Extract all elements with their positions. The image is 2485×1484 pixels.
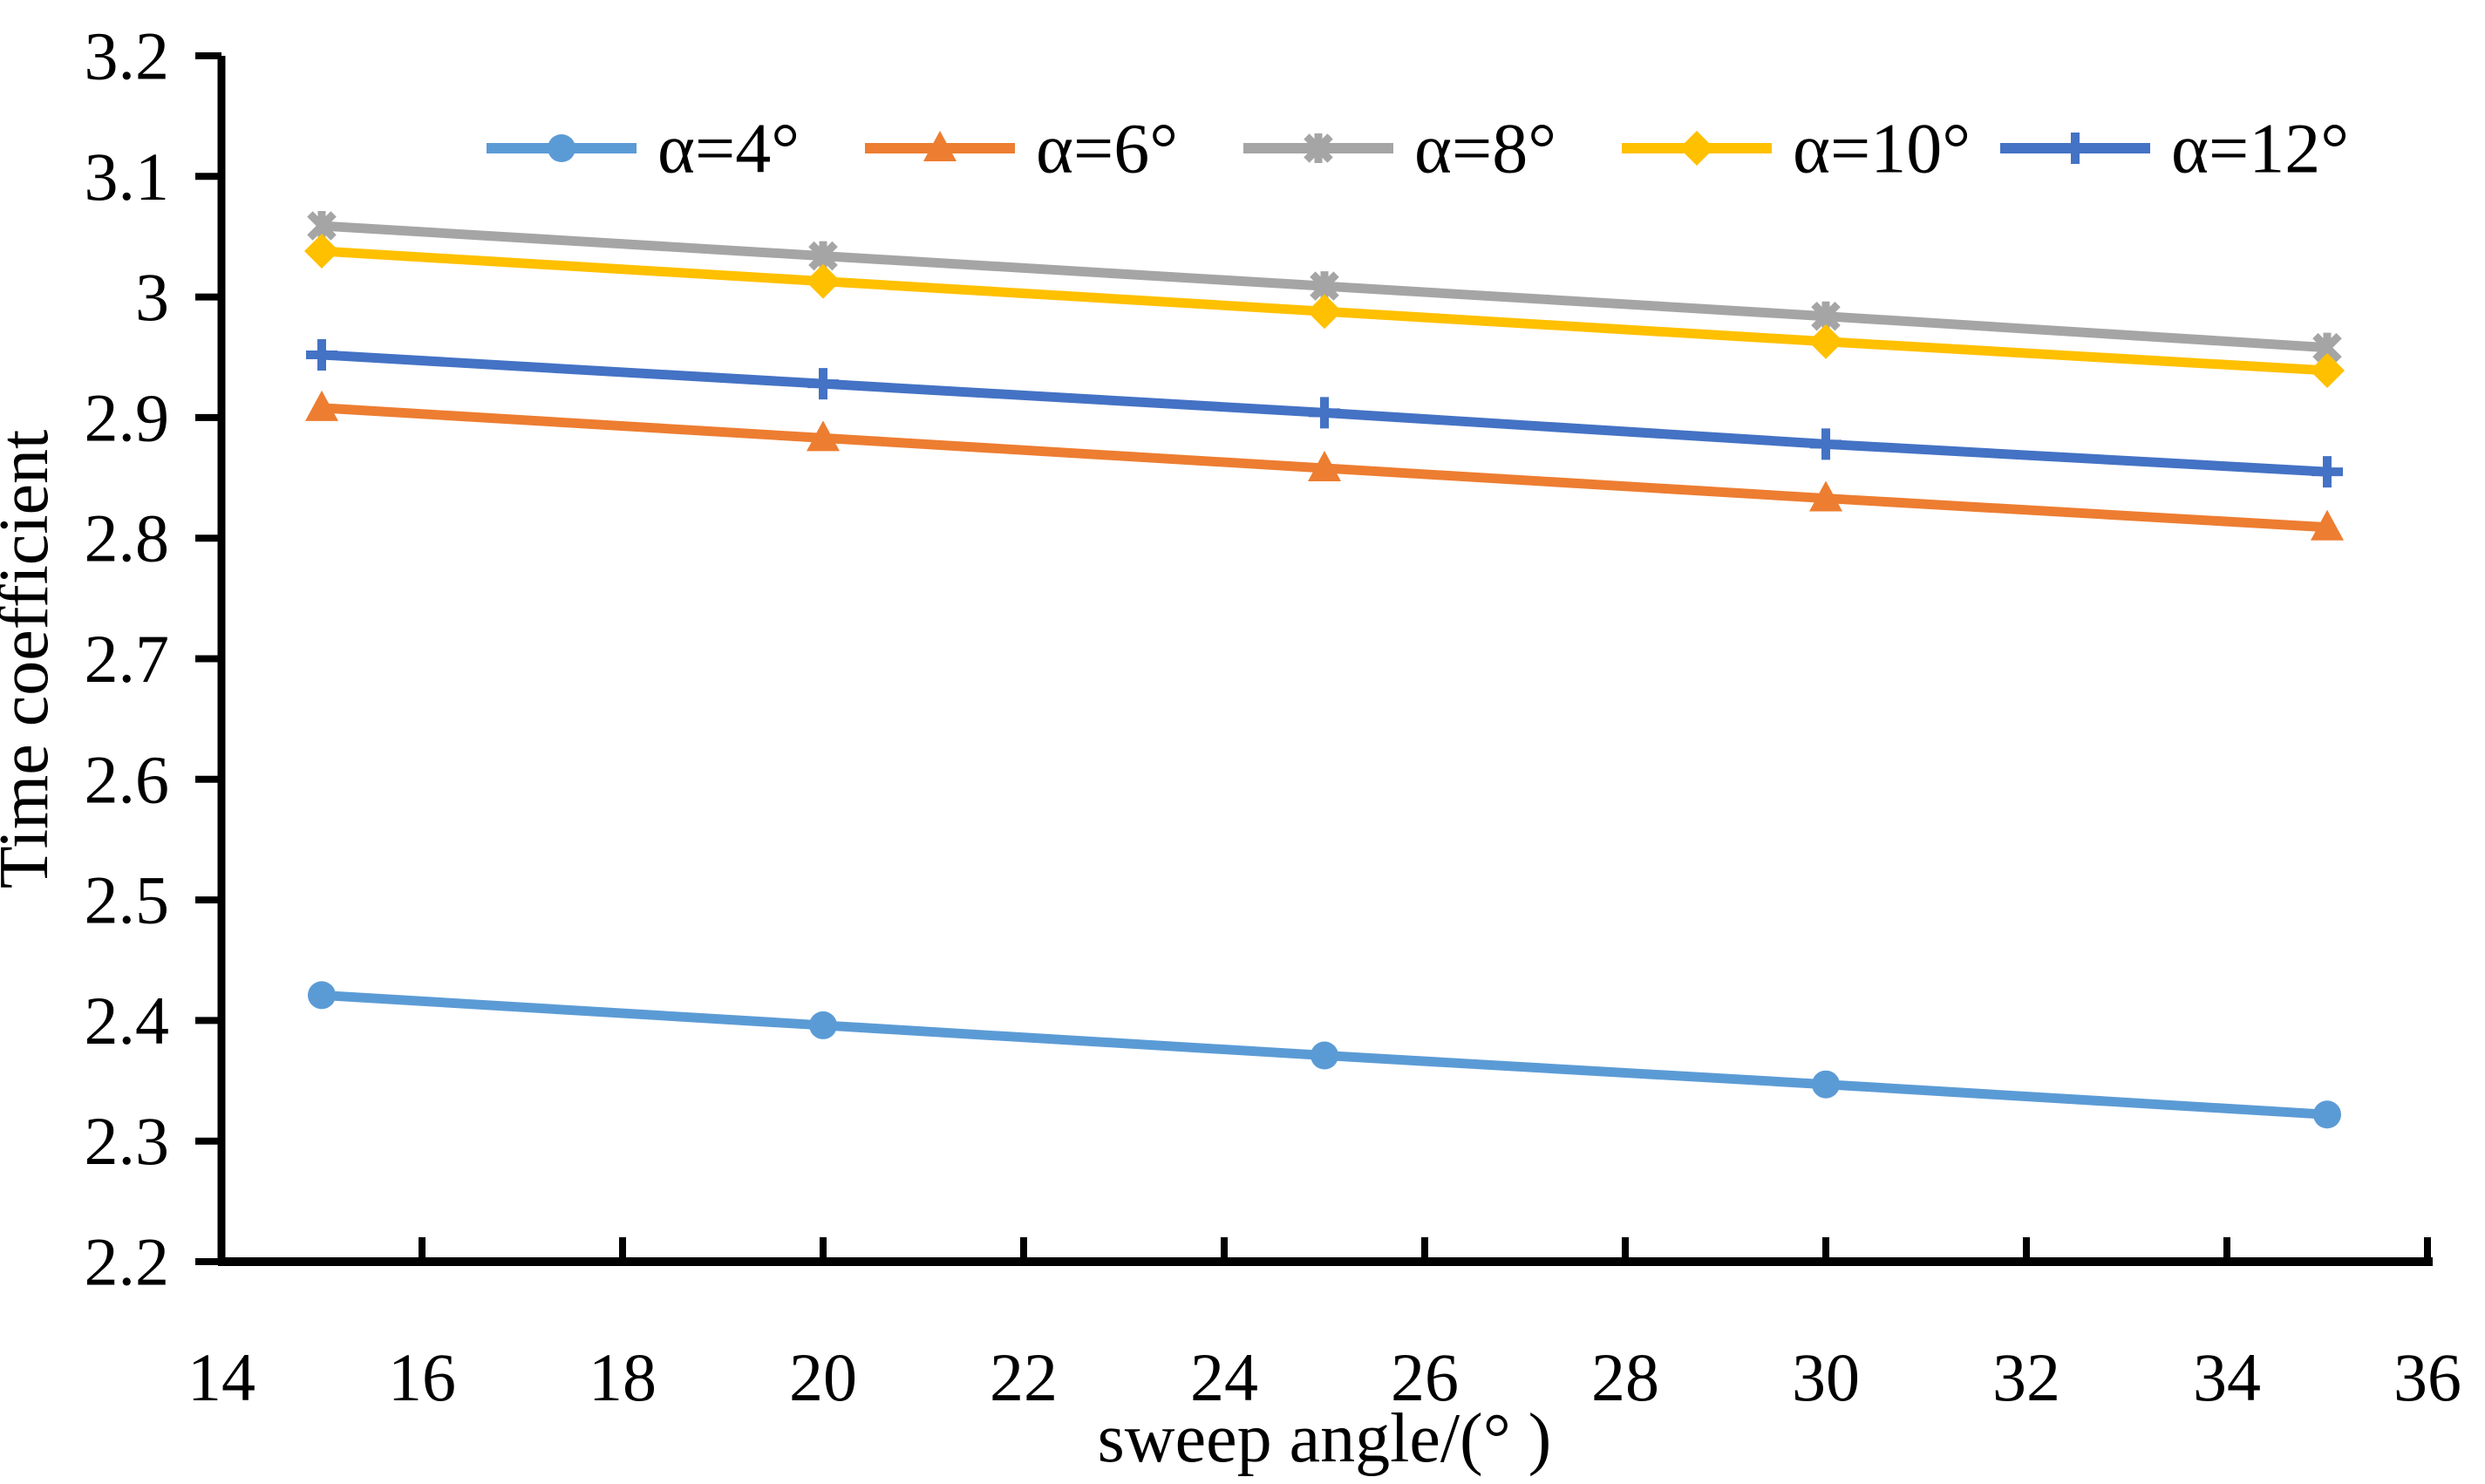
circle-marker	[548, 134, 575, 162]
series-lines	[304, 211, 2345, 1129]
y-tick-label: 2.8	[85, 500, 170, 576]
triangle-marker	[2311, 509, 2344, 541]
y-tick-label: 2.4	[85, 983, 170, 1059]
triangle-marker	[305, 390, 338, 421]
y-tick-label: 2.3	[85, 1103, 170, 1179]
legend-entry-α=10°: α=10°	[1622, 109, 1971, 188]
x-tick-label: 32	[1992, 1339, 2060, 1415]
x-tick-label: 16	[388, 1339, 456, 1415]
y-tick-label: 2.9	[85, 379, 170, 455]
x-axis-title: sweep angle/(° )	[1098, 1400, 1552, 1477]
y-tick-label: 2.2	[85, 1224, 170, 1300]
triangle-marker	[1308, 450, 1341, 481]
legend-entry-α=4°: α=4°	[487, 109, 800, 188]
series-α=12°	[306, 338, 2343, 488]
x-tick-label: 36	[2393, 1339, 2461, 1415]
y-tick-label: 2.7	[85, 621, 170, 697]
y-tick-label: 2.6	[85, 741, 170, 817]
circle-marker	[809, 1011, 837, 1039]
diamond-marker	[2310, 352, 2345, 388]
plus-marker	[1309, 397, 1340, 429]
circle-marker	[2313, 1100, 2341, 1129]
circle-marker	[1812, 1070, 1840, 1099]
x-tick-label: 20	[789, 1339, 857, 1415]
diamond-marker	[806, 263, 841, 299]
triangle-marker	[1809, 480, 1842, 512]
circle-marker	[1311, 1041, 1338, 1070]
series-α=10°	[304, 234, 2345, 388]
plus-marker	[306, 338, 337, 371]
x-tick-label: 14	[187, 1339, 255, 1415]
series-α=4°	[308, 981, 2341, 1129]
legend-label: α=12°	[2171, 109, 2349, 188]
series-α=8°	[307, 211, 2342, 363]
triangle-marker	[923, 131, 957, 161]
series-α=6°	[305, 390, 2344, 541]
y-axis-title: Time coefficient	[0, 430, 63, 889]
y-tick-label: 2.5	[85, 862, 170, 938]
triangle-marker	[807, 420, 840, 452]
x-tick-label: 22	[990, 1339, 1058, 1415]
legend-label: α=4°	[657, 109, 800, 188]
plus-marker	[2311, 456, 2343, 488]
diamond-marker	[304, 234, 339, 269]
plus-marker	[807, 368, 839, 400]
x-tick-label: 30	[1792, 1339, 1860, 1415]
legend-entry-α=12°: α=12°	[2000, 109, 2349, 188]
x-tick-label: 26	[1391, 1339, 1459, 1415]
x-tick-label: 34	[2193, 1339, 2261, 1415]
x-tick-label: 24	[1190, 1339, 1258, 1415]
legend-label: α=8°	[1414, 109, 1556, 188]
diamond-marker	[1679, 131, 1714, 166]
legend-label: α=6°	[1036, 109, 1178, 188]
legend: α=4° α=6° α=8° α=10° α=12°	[487, 109, 2349, 188]
diamond-marker	[1307, 294, 1342, 330]
circle-marker	[308, 981, 336, 1010]
plus-marker	[2059, 133, 2091, 164]
y-tick-label: 3.2	[85, 18, 170, 94]
y-tick-label: 3	[135, 259, 169, 335]
legend-entry-α=8°: α=8°	[1243, 109, 1556, 188]
diamond-marker	[1808, 323, 1843, 359]
legend-entry-α=6°: α=6°	[865, 109, 1178, 188]
plus-marker	[1810, 428, 1842, 460]
star-marker	[1304, 133, 1333, 163]
legend-label: α=10°	[1793, 109, 1971, 188]
axes: 2.2 2.3 2.4 2.5 2.6 2.7 2.8 2.9 3 3.1 3.2 14 16 18 20 2…	[85, 18, 2462, 1416]
y-tick-label: 3.1	[85, 139, 170, 214]
x-tick-label: 28	[1591, 1339, 1659, 1415]
x-tick-label: 18	[589, 1339, 657, 1415]
